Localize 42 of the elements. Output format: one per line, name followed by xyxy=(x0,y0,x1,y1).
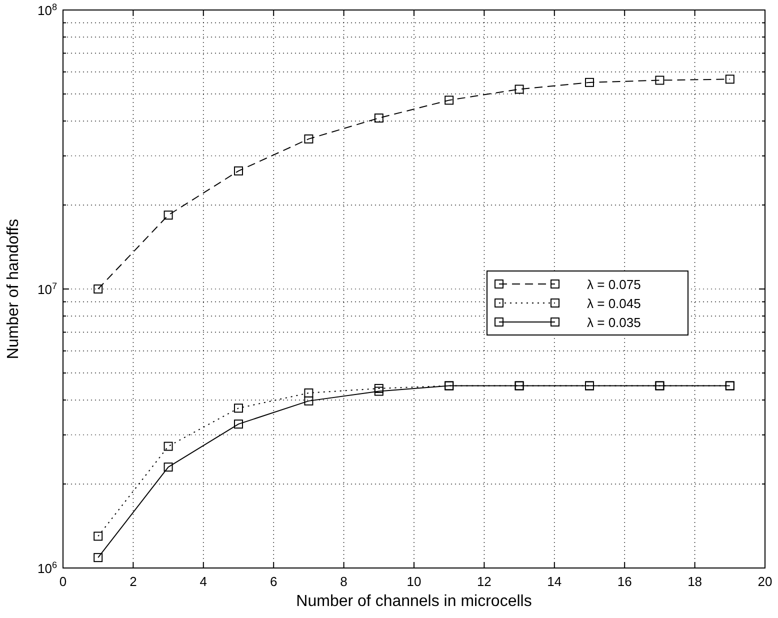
x-tick-label: 14 xyxy=(547,574,562,589)
x-tick-label: 2 xyxy=(130,574,137,589)
legend-label: λ = 0.075 xyxy=(587,277,641,292)
x-tick-label: 0 xyxy=(59,574,67,589)
point xyxy=(374,384,384,393)
point xyxy=(444,96,454,105)
x-tick-label: 20 xyxy=(758,574,772,589)
y-tick-label: 10$^{7}$ xyxy=(37,281,57,297)
legend-entry: λ = 0.035 xyxy=(494,315,641,330)
point xyxy=(304,388,314,398)
x-tick-label: 8 xyxy=(340,574,348,589)
x-tick-label: 18 xyxy=(688,574,702,589)
point xyxy=(94,284,103,294)
point xyxy=(585,78,594,87)
y-axis-title: Number of handoffs xyxy=(5,218,22,360)
legend-label: λ = 0.035 xyxy=(587,315,641,330)
y-tick-label: 10$^{8}$ xyxy=(37,2,57,18)
point xyxy=(374,114,384,123)
x-tick-label: 6 xyxy=(270,574,278,589)
x-tick-label: 16 xyxy=(617,574,632,589)
legend-entry: λ = 0.075 xyxy=(494,277,641,292)
point xyxy=(164,210,173,220)
point xyxy=(234,404,243,413)
point xyxy=(304,396,314,406)
point xyxy=(94,532,103,541)
point xyxy=(655,76,664,85)
point xyxy=(374,386,384,396)
legend-label: λ = 0.045 xyxy=(587,296,641,311)
x-tick-label: 4 xyxy=(200,574,208,589)
point xyxy=(164,462,173,472)
point xyxy=(234,420,243,429)
x-tick-label: 10 xyxy=(406,574,422,589)
point xyxy=(514,84,524,94)
point xyxy=(304,134,314,144)
point xyxy=(725,74,734,84)
point xyxy=(164,442,173,451)
x-axis-title: Number of channels in microcells xyxy=(296,593,532,610)
legend-entry: λ = 0.045 xyxy=(494,296,641,311)
y-tick-label: 10$^{6}$ xyxy=(37,560,57,576)
point xyxy=(94,553,103,562)
point xyxy=(234,166,243,176)
x-tick-label: 12 xyxy=(476,574,492,589)
